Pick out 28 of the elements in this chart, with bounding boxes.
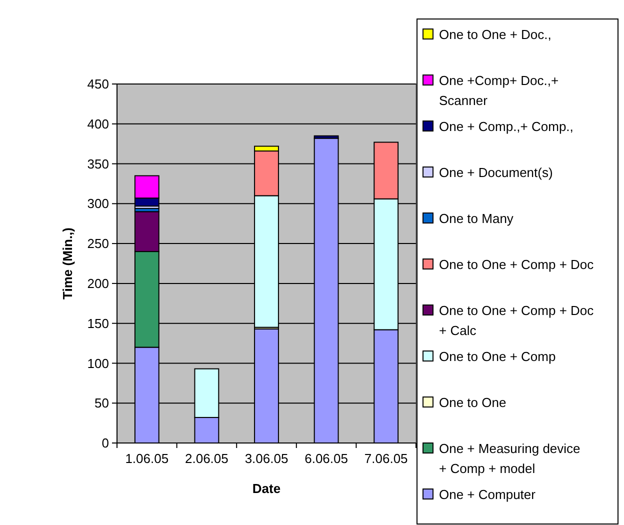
- legend-label: One to One + Doc.,: [439, 27, 552, 42]
- x-tick-label: 6.06.05: [304, 451, 348, 466]
- y-tick-label: 100: [87, 356, 109, 371]
- legend-label: One to One + Comp + Doc + Calc: [439, 303, 594, 338]
- y-tick-label: 0: [102, 436, 109, 451]
- y-axis-title: Time (Min.,): [60, 228, 75, 300]
- legend-label: One + Measuring device + Comp + model: [439, 441, 580, 476]
- legend-label: One to One: [439, 395, 506, 410]
- legend-label: One + Comp.,+ Comp.,: [439, 119, 574, 134]
- legend-label: One to Many: [439, 211, 514, 226]
- legend-label: One + Document(s): [439, 165, 553, 180]
- y-tick-label: 150: [87, 316, 109, 331]
- y-tick-label: 200: [87, 276, 109, 291]
- y-tick-label: 300: [87, 196, 109, 212]
- x-axis-title: Date: [252, 481, 281, 496]
- legend-label: One to One + Comp + Doc: [439, 257, 594, 272]
- y-tick-label: 450: [87, 76, 109, 92]
- y-tick-label: 50: [94, 396, 109, 411]
- legend-label: One to One + Comp: [439, 349, 556, 364]
- x-tick-label: 2.06.05: [185, 451, 228, 466]
- y-tick-label: 350: [87, 156, 109, 172]
- legend-label: One + Computer: [439, 487, 536, 502]
- x-tick-label: 1.06.05: [125, 451, 169, 466]
- x-tick-label: 3.06.05: [244, 451, 288, 466]
- legend-label: One +Comp+ Doc.,+ Scanner: [439, 73, 559, 108]
- y-tick-label: 400: [87, 116, 109, 132]
- y-tick-label: 250: [87, 236, 109, 252]
- x-tick-label: 7.06.05: [364, 451, 408, 466]
